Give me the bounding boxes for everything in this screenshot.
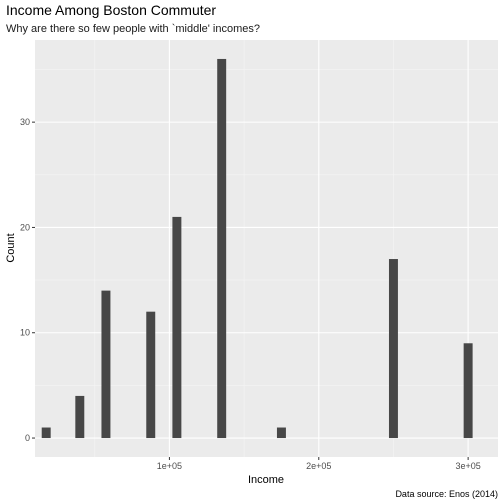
- histogram-bar: [75, 395, 85, 439]
- histogram-bar: [388, 259, 398, 439]
- x-tick-label: 2e+05: [306, 461, 331, 471]
- x-axis-title: Income: [248, 474, 284, 486]
- histogram-bar: [276, 427, 286, 439]
- x-tick-label: 3e+05: [455, 461, 480, 471]
- plot-panel: [35, 40, 498, 457]
- histogram-bar: [217, 58, 227, 439]
- histogram-bar: [41, 427, 51, 439]
- y-tick-label: 20: [20, 222, 30, 232]
- histogram-bar: [172, 216, 182, 439]
- histogram-bar: [101, 290, 111, 439]
- chart-subtitle: Why are there so few people with `middle…: [6, 23, 260, 35]
- y-tick-label: 0: [25, 433, 30, 443]
- y-tick-label: 10: [20, 328, 30, 338]
- histogram-bar: [146, 311, 156, 439]
- y-axis-title: Count: [5, 233, 17, 262]
- chart-title: Income Among Boston Commuter: [6, 2, 216, 18]
- data-source-caption: Data source: Enos (2014): [395, 489, 498, 499]
- axis-ticks: 1e+05 2e+05 3e+05 0 10 20 30: [20, 117, 481, 471]
- x-tick-label: 1e+05: [157, 461, 182, 471]
- bars: [41, 58, 473, 439]
- histogram-bar: [463, 343, 473, 439]
- y-tick-label: 30: [20, 117, 30, 127]
